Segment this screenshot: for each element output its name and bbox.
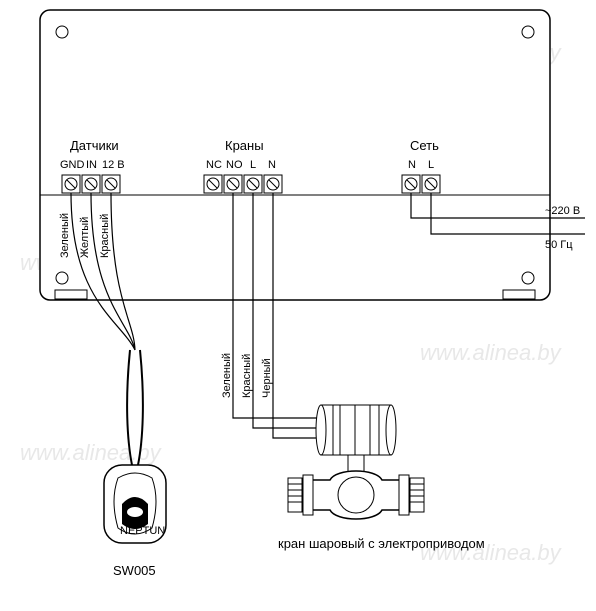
sensor-wire-red: Красный bbox=[99, 214, 111, 258]
ball-valve bbox=[288, 405, 424, 519]
pin-l: L bbox=[250, 159, 256, 171]
valve-wire-red: Красный bbox=[241, 354, 253, 398]
sensor-device: NEPTUN bbox=[104, 465, 166, 543]
sensor-wire-green: Зеленый bbox=[59, 213, 71, 258]
valve-wire-green: Зеленый bbox=[221, 353, 233, 398]
mains-title: Сеть bbox=[410, 138, 439, 153]
pin-gnd: GND bbox=[60, 159, 85, 171]
sensors-title: Датчики bbox=[70, 138, 119, 153]
pin-12v: 12 B bbox=[102, 159, 125, 171]
pin-mains-l: L bbox=[428, 159, 434, 171]
pin-nc: NC bbox=[206, 159, 222, 171]
control-box bbox=[40, 10, 550, 300]
pin-in: IN bbox=[86, 159, 97, 171]
valve-label: кран шаровый с электроприводом bbox=[278, 536, 485, 551]
pin-mains-n: N bbox=[408, 159, 416, 171]
valve-wire-black: Черный bbox=[261, 358, 273, 398]
sensor-brand: NEPTUN bbox=[120, 525, 165, 537]
mains-220v-label: ~220 В bbox=[545, 205, 580, 217]
sensor-terminals bbox=[62, 175, 120, 193]
pin-no: NO bbox=[226, 159, 243, 171]
pin-n: N bbox=[268, 159, 276, 171]
mains-50hz-label: 50 Гц bbox=[545, 239, 573, 251]
watermark: www.alinea.by bbox=[420, 340, 563, 365]
sensor-wire-yellow: Желтый bbox=[79, 217, 91, 258]
sensors-terminal-block: GND IN 12 B bbox=[60, 159, 125, 193]
sensor-model-label: SW005 bbox=[113, 563, 156, 578]
valves-title: Краны bbox=[225, 138, 264, 153]
